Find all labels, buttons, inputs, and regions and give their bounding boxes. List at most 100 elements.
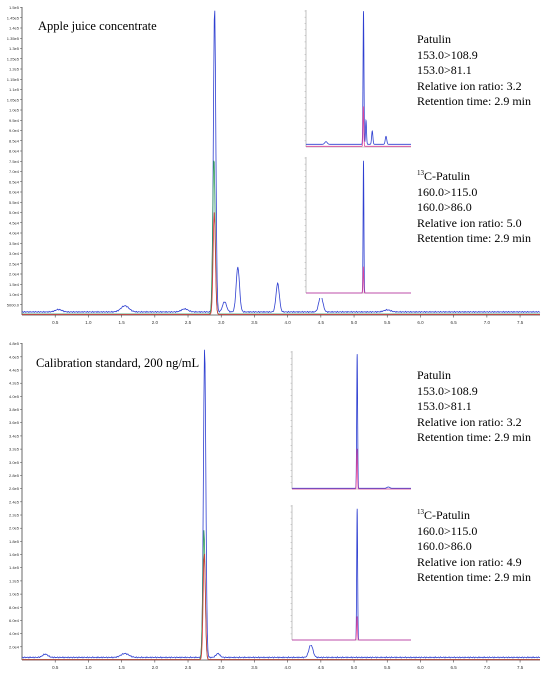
- panel-1-x-tick-label: 6.5: [451, 320, 458, 325]
- panel-2-y-tick-label: 3.0e5: [9, 460, 20, 465]
- panel-1-y-tick-label: 2.0e4: [9, 272, 20, 277]
- panel-1-y-tick-label: 1.5e4: [9, 282, 20, 287]
- panel-1-series-red: [22, 212, 540, 315]
- panel-2-title: Calibration standard, 200 ng/mL: [36, 356, 200, 370]
- panel-1-y-tick-label: 1.0e4: [9, 292, 20, 297]
- panel-2-y-tick-label: 3.6e5: [9, 420, 20, 425]
- panel-2-inset-1-series-pink: [292, 448, 411, 490]
- panel-2-x-tick-label: 5.0: [351, 665, 358, 670]
- panel-2-y-tick-label: 1.6e5: [9, 552, 20, 557]
- panel-2-y-tick-label: 8.0e4: [9, 605, 20, 610]
- panel-1-y-tick-label: 1.4e5: [9, 26, 20, 31]
- panel-1-y-tick-label: 1.35e5: [7, 36, 20, 41]
- panel-2-x-tick-label: 0.5: [52, 665, 59, 670]
- panel-1-y-tick-label: 2.5e4: [9, 261, 20, 266]
- panel-2-y-tick-label: 4.2e5: [9, 381, 20, 386]
- panel-1-y-tick-label: 4.0e4: [9, 231, 20, 236]
- panel-2-y-tick-label: 4.8e5: [9, 341, 20, 346]
- panel-1-inset-1-label: Patulin 153.0>108.9 153.0>81.1 Relative …: [417, 32, 531, 108]
- panel-1-y-tick-label: 7.0e4: [9, 169, 20, 174]
- panel-1-title: Apple juice concentrate: [38, 19, 157, 33]
- panel-1-y-tick-label: 6.5e4: [9, 179, 20, 184]
- panel-2-x-tick-label: 1.0: [85, 665, 92, 670]
- panel-1-y-tick-label: 1.3e5: [9, 46, 20, 51]
- panel-1-x-tick-label: 6.0: [417, 320, 424, 325]
- panel-2-inset-2-label: 13C-Patulin 160.0>115.0 160.0>86.0 Relat…: [417, 508, 531, 584]
- panel-2-x-tick-label: 6.0: [417, 665, 424, 670]
- panel-2-series-red: [22, 553, 540, 661]
- panel-1-y-tick-label: 8.5e4: [9, 138, 20, 143]
- panel-1-x-tick-label: 5.0: [351, 320, 358, 325]
- panel-1-y-tick-label: 6.0e4: [9, 190, 20, 195]
- panel-1-x-tick-label: 1.0: [85, 320, 92, 325]
- panel-2-y-tick-label: 1.8e5: [9, 539, 20, 544]
- panel-2-y-tick-label: 4.0e4: [9, 631, 20, 636]
- panel-2-series-blue: [21, 349, 541, 659]
- panel-1-inset-2-bg: [300, 155, 411, 298]
- panel-2-inset-2-bg: [286, 503, 411, 645]
- panel-1-x-tick-label: 0.5: [52, 320, 59, 325]
- panel-1-x-tick-label: 4.5: [318, 320, 325, 325]
- panel-1-inset-1-bg: [300, 8, 411, 152]
- panel-1-y-tick-label: 9.5e4: [9, 118, 20, 123]
- panel-1-x-tick-label: 1.5: [118, 320, 125, 325]
- panel-1-x-tick-label: 5.5: [384, 320, 391, 325]
- panel-2-y-tick-label: 1.2e5: [9, 578, 20, 583]
- panel-1-y-tick-label: 4.5e4: [9, 220, 20, 225]
- panel-2-x-tick-label: 6.5: [451, 665, 458, 670]
- panel-2-x-tick-label: 2.0: [152, 665, 159, 670]
- panel-2-y-tick-label: 2.6e5: [9, 486, 20, 491]
- panel-1-y-tick-label: 1.1e5: [9, 87, 20, 92]
- panel-1-y-tick-label: 1.15e5: [7, 77, 20, 82]
- panel-1-inset-2-label: 13C-Patulin 160.0>115.0 160.0>86.0 Relat…: [417, 169, 531, 245]
- panel-1-x-tick-label: 3.5: [251, 320, 258, 325]
- panel-1-y-tick-label: 1.25e5: [7, 56, 20, 61]
- panel-2-y-tick-label: 2.0e4: [9, 644, 20, 649]
- panel-1-series-blue: [21, 10, 541, 314]
- panel-1-x-tick-label: 7.0: [484, 320, 491, 325]
- panel-1-x-tick-label: 3.0: [218, 320, 225, 325]
- panel-2-y-tick-label: 2.4e5: [9, 499, 20, 504]
- panel-2-y-tick-label: 1.0e5: [9, 592, 20, 597]
- panel-2-x-tick-label: 2.5: [185, 665, 192, 670]
- panel-1-y-tick-label: 1.05e5: [7, 97, 20, 102]
- panel-1-inset-1-series-pink: [306, 106, 411, 147]
- panel-2-x-tick-label: 3.5: [251, 665, 258, 670]
- panel-2-y-tick-label: 1.4e5: [9, 565, 20, 570]
- panel-1-y-tick-label: 3.5e4: [9, 241, 20, 246]
- panel-2-y-tick-label: 6.0e4: [9, 618, 20, 623]
- panel-2-inset-1-series-blue: [292, 354, 411, 489]
- panel-1-y-tick-label: 8.0e4: [9, 149, 20, 154]
- panel-2-y-tick-label: 4.6e5: [9, 354, 20, 359]
- panel-1-y-tick-label: 7.5e4: [9, 159, 20, 164]
- panel-2-x-tick-label: 7.0: [484, 665, 491, 670]
- panel-2-x-tick-label: 4.0: [285, 665, 292, 670]
- panel-2-y-tick-label: 3.8e5: [9, 407, 20, 412]
- panel-2-y-tick-label: 4.4e5: [9, 368, 20, 373]
- panel-1-x-tick-label: 4.0: [285, 320, 292, 325]
- panel-1-x-tick-label: 2.0: [152, 320, 159, 325]
- panel-1-x-tick-label: 7.5: [517, 320, 524, 325]
- panel-1-y-tick-label: 3.0e4: [9, 251, 20, 256]
- panel-2-x-tick-label: 4.5: [318, 665, 325, 670]
- panel-2-y-tick-label: 3.2e5: [9, 447, 20, 452]
- panel-2-x-tick-label: 5.5: [384, 665, 391, 670]
- panel-2-inset-1-bg: [286, 349, 411, 494]
- panel-1-y-tick-label: 1.2e5: [9, 67, 20, 72]
- panel-1-inset-2-series-pink: [306, 266, 411, 294]
- panel-2-y-tick-label: 2.0e5: [9, 526, 20, 531]
- panel-1-y-tick-label: 1.45e5: [7, 15, 20, 20]
- panel-2-y-tick-label: 3.4e5: [9, 433, 20, 438]
- panel-2-inset-1-label: Patulin 153.0>108.9 153.0>81.1 Relative …: [417, 368, 531, 444]
- panel-2-x-tick-label: 7.5: [517, 665, 524, 670]
- panel-1-y-tick-label: 5.0e4: [9, 210, 20, 215]
- panel-1-series-green: [22, 160, 540, 315]
- panel-1-inset-1-series-blue: [306, 11, 411, 145]
- panel-2-y-tick-label: 2.8e5: [9, 473, 20, 478]
- panel-2-inset-2-series-pink: [292, 616, 411, 641]
- panel-2-x-tick-label: 1.5: [118, 665, 125, 670]
- panel-1-y-tick-label: 9.0e4: [9, 128, 20, 133]
- panel-2-y-tick-label: 2.2e5: [9, 513, 20, 518]
- panel-1-y-tick-label: 5.5e4: [9, 200, 20, 205]
